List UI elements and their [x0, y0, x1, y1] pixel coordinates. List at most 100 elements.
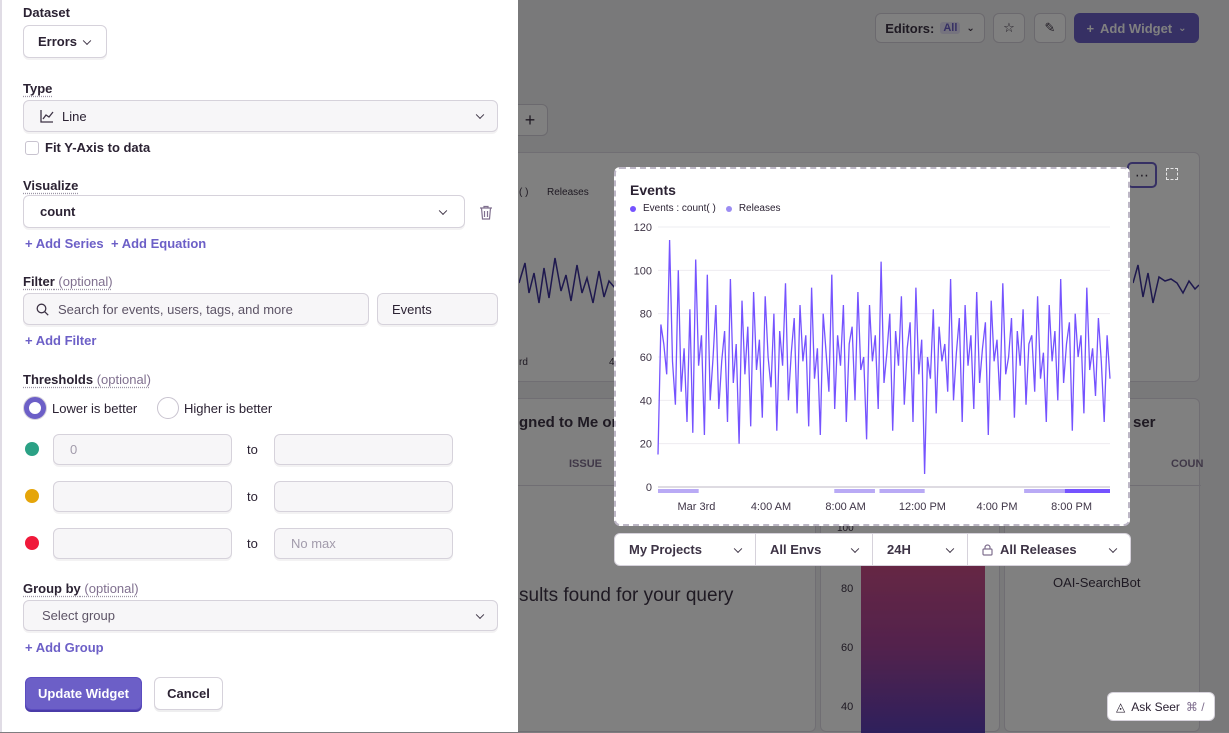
dataset-value: Errors — [38, 34, 77, 49]
page-filter-bar: My Projects All Envs 24H All Releases — [614, 533, 1131, 566]
bg-issue-col: ISSUE — [569, 458, 602, 470]
x-tick-label: Mar 3rd — [677, 501, 715, 513]
pencil-icon: ✎ — [1045, 20, 1056, 36]
environment-filter[interactable]: All Envs — [756, 534, 873, 565]
group-by-optional: (optional) — [84, 581, 138, 596]
update-widget-button[interactable]: Update Widget — [25, 677, 142, 710]
add-filter-link[interactable]: + Add Filter — [25, 333, 96, 348]
fit-y-axis-checkbox[interactable] — [25, 141, 39, 155]
threshold-3-min[interactable] — [53, 528, 232, 559]
bg-bar-mass — [861, 561, 985, 733]
filter-search-input[interactable]: Search for events, users, tags, and more — [23, 293, 369, 325]
events-value: Events — [392, 302, 432, 317]
widget-preview-card: Events Events : count( ) Releases 0 20 40 6… — [614, 167, 1130, 526]
bg-y40: 40 — [841, 701, 853, 713]
add-series-link[interactable]: + Add Series — [25, 236, 104, 251]
seer-icon: ◬ — [1116, 700, 1125, 714]
thresholds-label-text: Thresholds — [23, 372, 93, 387]
group-by-label-text: Group by — [23, 581, 81, 596]
widget-context-menu-button[interactable]: ⋯ — [1127, 162, 1157, 188]
search-icon — [36, 303, 49, 316]
release-marker — [658, 489, 699, 493]
filter-placeholder: Search for events, users, tags, and more — [58, 302, 293, 317]
legend-releases-label: Releases — [739, 203, 781, 214]
bg-count-col: COUN — [1171, 458, 1203, 470]
ellipsis-icon: ⋯ — [1135, 167, 1149, 184]
add-equation-link[interactable]: + Add Equation — [111, 236, 206, 251]
legend-events-label: Events : count( ) — [643, 203, 716, 214]
release-filter-label: All Releases — [1000, 542, 1077, 557]
ask-seer-button[interactable]: ◬ Ask Seer ⌘ / — [1107, 692, 1215, 721]
editors-filter[interactable]: Editors: All ⌄ — [875, 13, 985, 43]
filter-label: Filter (optional) — [23, 274, 113, 289]
chevron-down-icon — [439, 206, 447, 214]
edit-button[interactable]: ✎ — [1034, 13, 1066, 43]
higher-is-better-radio[interactable] — [157, 397, 179, 419]
period-filter-label: 24H — [887, 542, 911, 557]
threshold-3-to: to — [247, 536, 258, 551]
lower-is-better-label: Lower is better — [52, 401, 137, 416]
type-value: Line — [62, 109, 87, 124]
group-by-label: Group by (optional) — [23, 581, 139, 596]
add-widget-button[interactable]: + Add Widget ⌄ — [1074, 13, 1199, 43]
threshold-2-to: to — [247, 489, 258, 504]
thresholds-optional: (optional) — [97, 372, 151, 387]
dataset-select[interactable]: Errors — [23, 25, 107, 58]
filter-dataset-events[interactable]: Events — [377, 293, 498, 325]
ask-seer-shortcut: ⌘ / — [1186, 700, 1205, 714]
chevron-down-icon — [851, 544, 859, 552]
period-filter[interactable]: 24H — [873, 534, 968, 565]
higher-is-better-label: Higher is better — [184, 401, 272, 416]
expand-icon[interactable] — [1166, 168, 1178, 180]
fit-y-axis-label: Fit Y-Axis to data — [45, 140, 150, 155]
visualize-label: Visualize — [23, 178, 78, 193]
star-button[interactable]: ☆ — [993, 13, 1025, 43]
visualize-select[interactable]: count — [23, 195, 465, 228]
chevron-down-icon — [946, 544, 954, 552]
type-select[interactable]: Line — [23, 100, 498, 132]
release-marker — [879, 489, 924, 493]
threshold-1-min-placeholder: 0 — [70, 442, 77, 457]
release-marker — [1065, 489, 1110, 493]
threshold-1-min[interactable]: 0 — [53, 434, 232, 465]
bg-issues-title: gned to Me or — [519, 414, 617, 431]
threshold-yellow-dot — [25, 489, 39, 503]
threshold-3-max[interactable]: No max — [274, 528, 453, 559]
editors-label: Editors: — [885, 21, 934, 36]
bg-browser-title: ser — [1133, 414, 1156, 431]
filter-optional: (optional) — [58, 274, 112, 289]
chevron-down-icon — [83, 36, 91, 44]
line-chart-icon — [40, 109, 54, 123]
release-marker — [834, 489, 875, 493]
threshold-3-max-placeholder: No max — [291, 536, 336, 551]
y-tick-label: 40 — [640, 395, 652, 407]
release-marker — [1024, 489, 1065, 493]
release-filter[interactable]: All Releases — [968, 534, 1130, 565]
bg-bot-row: OAI-SearchBot — [1053, 575, 1140, 590]
y-tick-label: 20 — [640, 439, 652, 451]
legend-events-dot — [630, 206, 636, 212]
add-group-link[interactable]: + Add Group — [25, 640, 104, 655]
chevron-down-icon: ⌄ — [966, 23, 974, 34]
plus-icon: + — [1086, 21, 1094, 36]
cancel-button[interactable]: Cancel — [154, 677, 223, 710]
y-tick-label: 80 — [640, 309, 652, 321]
lock-icon — [982, 544, 993, 556]
widget-builder-panel: Dataset Errors Type Line Fit Y-Axis to d… — [0, 0, 518, 732]
project-filter[interactable]: My Projects — [615, 534, 756, 565]
trash-icon[interactable] — [479, 205, 493, 220]
environment-filter-label: All Envs — [770, 542, 821, 557]
bg-axis-partial: rd — [519, 357, 528, 368]
threshold-red-dot — [25, 536, 39, 550]
dataset-label: Dataset — [23, 5, 70, 20]
bg-line-fragment-right — [1133, 253, 1199, 313]
threshold-2-max[interactable] — [274, 481, 453, 512]
group-by-select[interactable]: Select group — [23, 600, 498, 631]
widget-title: Events — [630, 182, 676, 198]
lower-is-better-radio[interactable] — [24, 397, 46, 419]
threshold-2-min[interactable] — [53, 481, 232, 512]
update-widget-label: Update Widget — [38, 686, 129, 701]
add-widget-label: Add Widget — [1100, 21, 1172, 36]
y-tick-label: 120 — [634, 222, 652, 234]
threshold-1-max[interactable] — [274, 434, 453, 465]
